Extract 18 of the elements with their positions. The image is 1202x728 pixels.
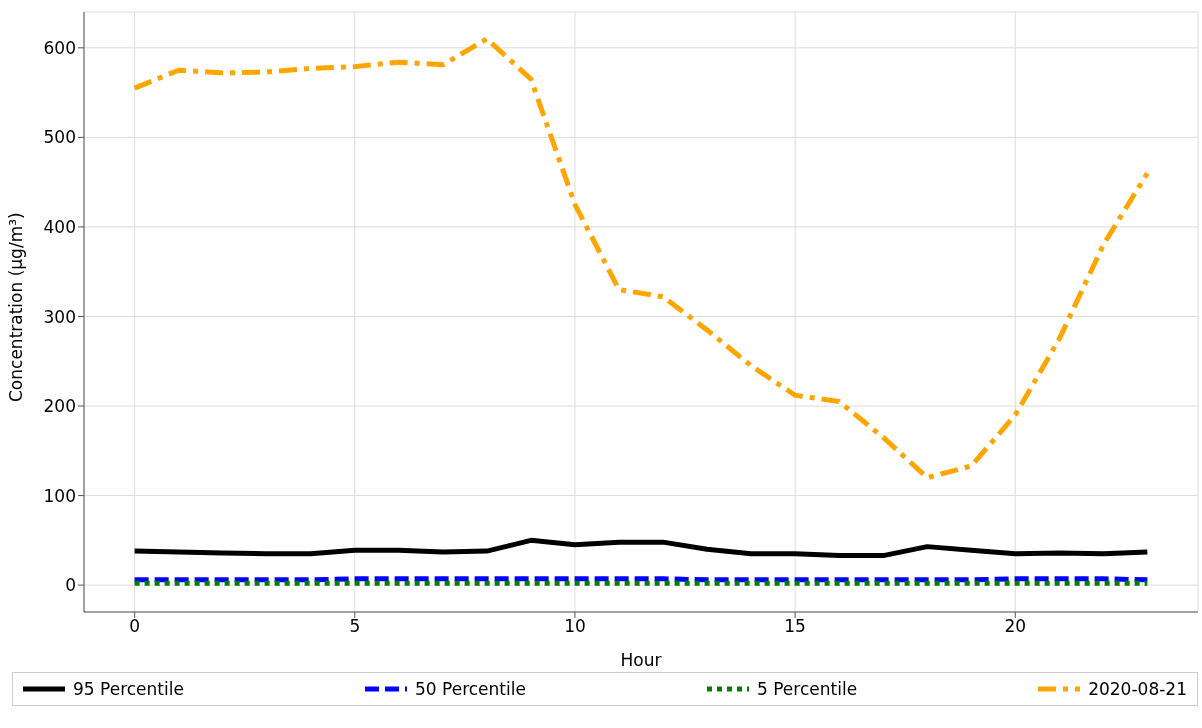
x-tick-label: 10 — [564, 616, 586, 637]
y-tick-label: 500 — [43, 127, 76, 148]
x-axis-title: Hour — [620, 650, 662, 670]
y-tick-label: 300 — [43, 306, 76, 327]
x-tick-label: 20 — [1004, 616, 1027, 637]
x-tick-label: 15 — [784, 616, 806, 637]
legend-label: 2020-08-21 — [1088, 679, 1187, 699]
legend-label: 50 Percentile — [415, 679, 526, 699]
y-tick-label: 100 — [43, 485, 76, 506]
y-tick-label: 200 — [43, 396, 76, 417]
y-tick-label: 0 — [65, 575, 76, 596]
legend-label: 95 Percentile — [73, 679, 184, 699]
y-tick-label: 600 — [43, 37, 76, 58]
x-tick-label: 0 — [129, 616, 141, 637]
legend-label: 5 Percentile — [757, 679, 858, 699]
y-tick-label: 400 — [43, 216, 76, 237]
y-axis-title: Concentration (µg/m³) — [6, 212, 27, 402]
x-tick-label: 5 — [349, 616, 361, 637]
